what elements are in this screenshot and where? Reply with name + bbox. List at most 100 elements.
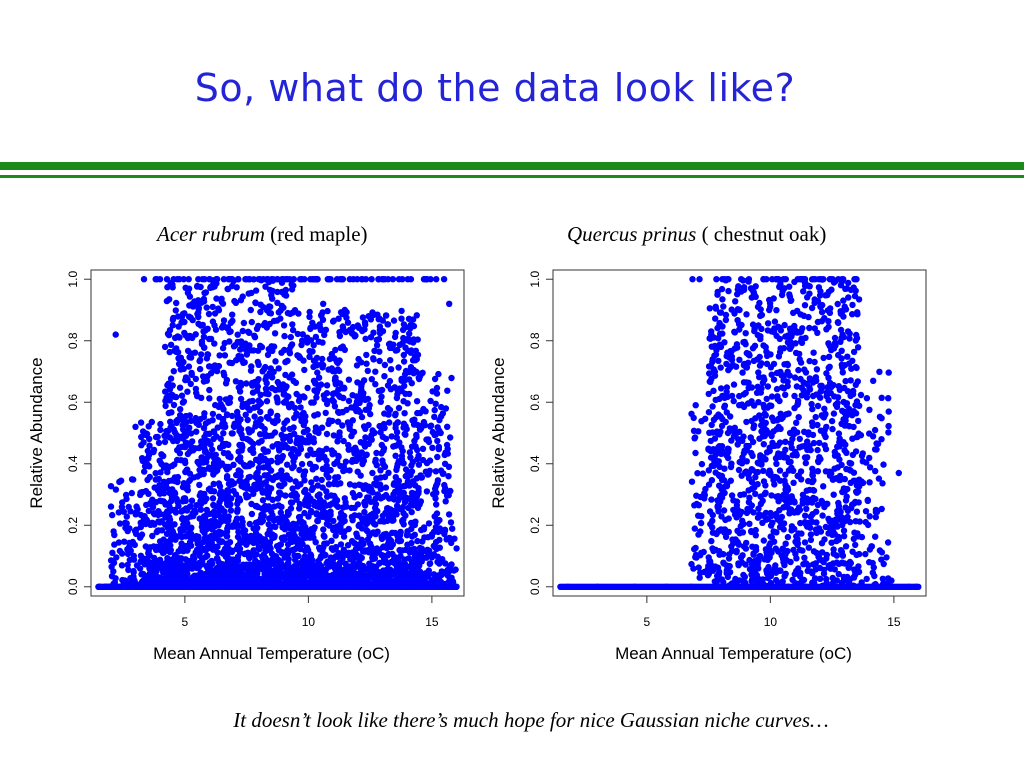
data-point [766,306,773,314]
data-point [213,276,221,283]
data-point [166,548,174,556]
species-name: Acer rubrum [157,222,265,246]
data-point [124,550,132,558]
data-point [413,398,421,405]
data-point [393,466,400,474]
data-point [274,412,281,420]
data-point [246,329,253,336]
data-point [362,502,369,509]
data-point [307,551,314,558]
data-point [191,349,199,356]
data-point [782,540,789,547]
data-point [137,419,145,426]
data-point [379,544,387,551]
data-point [216,483,224,490]
data-point [191,507,198,514]
data-point [165,331,173,339]
data-point [353,530,360,537]
data-point [358,276,365,283]
data-point [176,444,183,451]
data-point [362,335,369,342]
data-point [246,429,253,436]
data-point [234,500,241,507]
data-point [746,520,753,527]
data-point [365,494,372,501]
data-point [390,317,398,324]
data-point [413,368,420,375]
data-point [287,333,294,341]
data-point [405,315,413,322]
data-point [330,480,338,488]
data-point [132,530,140,538]
data-point [207,335,215,343]
data-point [234,542,242,549]
data-point [219,561,226,568]
data-point [403,532,411,539]
data-point [142,555,149,563]
data-point [273,567,280,574]
data-point [149,503,157,511]
data-point [224,543,231,550]
data-point [152,577,159,584]
data-point [175,323,182,330]
data-point [850,477,857,484]
data-point [217,460,224,468]
data-point [179,435,187,442]
data-point [228,276,235,283]
data-point [181,457,189,464]
data-point [343,568,351,575]
data-point [127,508,134,515]
data-point [399,340,406,347]
data-point [849,435,856,442]
data-point [205,534,212,541]
data-point [377,387,384,394]
data-point [237,382,245,390]
data-point [390,492,397,500]
data-point [451,535,458,542]
data-point [375,316,382,323]
data-point [170,476,178,483]
data-point [122,519,129,526]
data-point [396,439,403,446]
data-point [192,445,199,452]
data-point [705,467,712,474]
data-point [122,491,130,499]
data-point [320,392,327,399]
data-point [107,503,115,510]
data-point [372,501,380,508]
data-point [339,276,347,283]
data-point [261,571,268,578]
data-point [253,470,260,478]
data-point [334,418,342,425]
data-point [798,392,805,399]
data-point [321,331,328,339]
data-point [287,505,295,512]
data-point [377,423,385,431]
data-point [842,377,849,385]
data-point [289,321,296,328]
data-point [217,496,224,503]
data-point [432,544,439,551]
data-point [152,476,159,483]
data-point [374,491,381,498]
data-point [378,393,385,400]
data-point [373,462,380,469]
data-point [332,381,339,388]
data-point [201,276,208,283]
data-point [274,459,281,466]
data-point [317,324,324,332]
data-point [349,323,357,331]
data-point [121,538,128,545]
data-point [174,416,181,423]
data-point [198,440,205,448]
data-point [157,469,164,476]
data-point [279,475,286,483]
data-point [300,421,307,429]
data-point [236,388,244,395]
data-point [289,546,297,554]
data-point [762,412,769,419]
data-point [345,397,353,405]
common-name: ( chestnut oak) [701,222,827,246]
data-point [185,276,192,283]
data-point [414,504,422,511]
